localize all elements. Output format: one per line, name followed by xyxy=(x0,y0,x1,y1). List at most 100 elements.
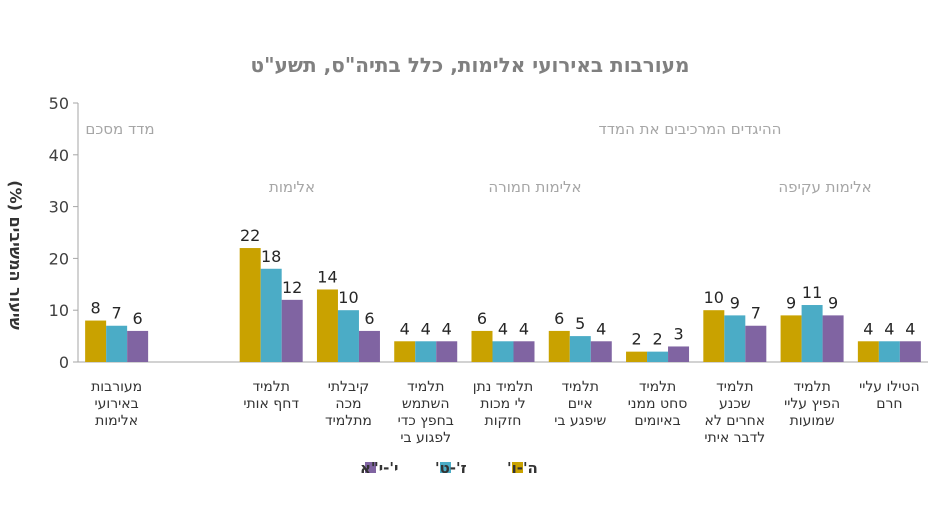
bar xyxy=(260,268,282,362)
bar xyxy=(590,341,612,362)
bar xyxy=(337,310,359,362)
category-label: תלמיד xyxy=(407,379,444,395)
legend: ה'-ו' ז'-ט' י'-י"א xyxy=(360,459,538,477)
y-tick-label: 40 xyxy=(49,146,69,165)
category-label: לדבר איתי xyxy=(704,430,765,446)
bar xyxy=(780,315,802,362)
legend-label: ז'-ט' xyxy=(435,459,467,477)
bar xyxy=(281,299,303,362)
category-label: תלמיד נתן xyxy=(473,379,534,395)
data-label: 5 xyxy=(575,314,585,333)
legend-label: י'-י"א xyxy=(360,459,398,477)
category-label: חרם xyxy=(876,396,902,412)
category-label: תלמיד xyxy=(639,379,676,395)
data-label: 18 xyxy=(261,247,281,266)
data-label: 9 xyxy=(828,293,838,312)
bar xyxy=(316,289,338,362)
bar xyxy=(127,330,149,362)
bar xyxy=(358,330,380,362)
bar xyxy=(724,315,746,362)
data-label: 7 xyxy=(112,304,122,323)
data-label: 4 xyxy=(400,319,410,338)
data-label: 9 xyxy=(730,293,740,312)
legend-swatch xyxy=(365,462,376,473)
data-label: 6 xyxy=(364,309,374,328)
bars xyxy=(85,248,921,362)
annotation-group-severe: אלימות חמורה xyxy=(488,178,581,196)
category-label: שמועות xyxy=(790,413,835,429)
category-label: באיומים xyxy=(634,413,680,429)
category-label: סחט ממני xyxy=(628,396,688,412)
category-label: מתלמיד xyxy=(325,413,372,429)
bar xyxy=(513,341,535,362)
category-label: שיפגע בי xyxy=(554,413,606,429)
bar xyxy=(548,330,570,362)
category-label: הטילו עליי xyxy=(859,379,920,395)
bar xyxy=(106,325,128,362)
bar xyxy=(647,351,669,362)
annotation-group-indirect: אלימות עקיפה xyxy=(778,178,871,196)
data-label: 2 xyxy=(652,330,662,349)
data-label: 22 xyxy=(240,226,260,245)
category-label: מכה xyxy=(335,396,361,412)
bar xyxy=(436,341,458,362)
category-label: תלמיד xyxy=(252,379,289,395)
bar xyxy=(394,341,416,362)
data-label: 2 xyxy=(631,330,641,349)
category-label: תלמיד xyxy=(562,379,599,395)
data-label: 10 xyxy=(704,288,724,307)
category-label: השתמש xyxy=(402,396,450,412)
y-tick-label: 30 xyxy=(49,198,69,217)
axes: 0 10 20 30 40 50 xyxy=(49,94,928,372)
data-label: 4 xyxy=(498,319,508,338)
data-label: 12 xyxy=(282,278,302,297)
data-label: 6 xyxy=(133,309,143,328)
category-label: אחרים לא xyxy=(705,413,766,429)
bar xyxy=(878,341,900,362)
y-tick-label: 20 xyxy=(49,249,69,268)
legend-swatch xyxy=(512,462,523,473)
category-label: מעורבות xyxy=(91,379,142,395)
data-label: 11 xyxy=(802,283,822,302)
y-tick-label: 0 xyxy=(59,353,69,372)
chart-title: מעורבות באירועי אלימות, כלל בתיה"ס, תשע"… xyxy=(251,53,690,77)
annotation-components: ההיגדים המרכיבים את המדד xyxy=(599,120,782,138)
bar xyxy=(569,336,591,362)
data-label: 4 xyxy=(519,319,529,338)
category-label: דחף אותי xyxy=(243,396,299,412)
bar xyxy=(745,325,767,362)
category-label: לפגוע בי xyxy=(400,430,451,446)
category-label: בחפץ כדי xyxy=(398,413,454,429)
bar xyxy=(703,310,725,362)
bar xyxy=(492,341,514,362)
data-label: 4 xyxy=(905,319,915,338)
y-tick-label: 50 xyxy=(49,94,69,113)
annotation-group-violence: אלימות xyxy=(269,178,315,196)
bar xyxy=(899,341,921,362)
category-label: תלמיד xyxy=(716,379,753,395)
data-label: 4 xyxy=(884,319,894,338)
category-label: תלמיד xyxy=(793,379,830,395)
data-label: 6 xyxy=(477,309,487,328)
data-label: 4 xyxy=(863,319,873,338)
bar xyxy=(85,320,107,362)
category-label: באירועי xyxy=(95,396,139,412)
bar xyxy=(801,305,823,362)
data-label: 9 xyxy=(786,293,796,312)
bar xyxy=(415,341,437,362)
category-label: לי מכות xyxy=(480,396,525,412)
bar xyxy=(822,315,844,362)
y-tick-label: 10 xyxy=(49,301,69,320)
category-label: הפיץ עליי xyxy=(784,396,840,412)
data-label: 8 xyxy=(91,299,101,318)
bar xyxy=(239,248,261,362)
data-label: 10 xyxy=(338,288,358,307)
legend-swatch xyxy=(440,462,451,473)
data-label: 4 xyxy=(421,319,431,338)
category-label: אלימות xyxy=(95,413,138,429)
annotation-summary: מדד מסכם xyxy=(85,120,154,138)
legend-label: ה'-ו' xyxy=(507,459,538,477)
